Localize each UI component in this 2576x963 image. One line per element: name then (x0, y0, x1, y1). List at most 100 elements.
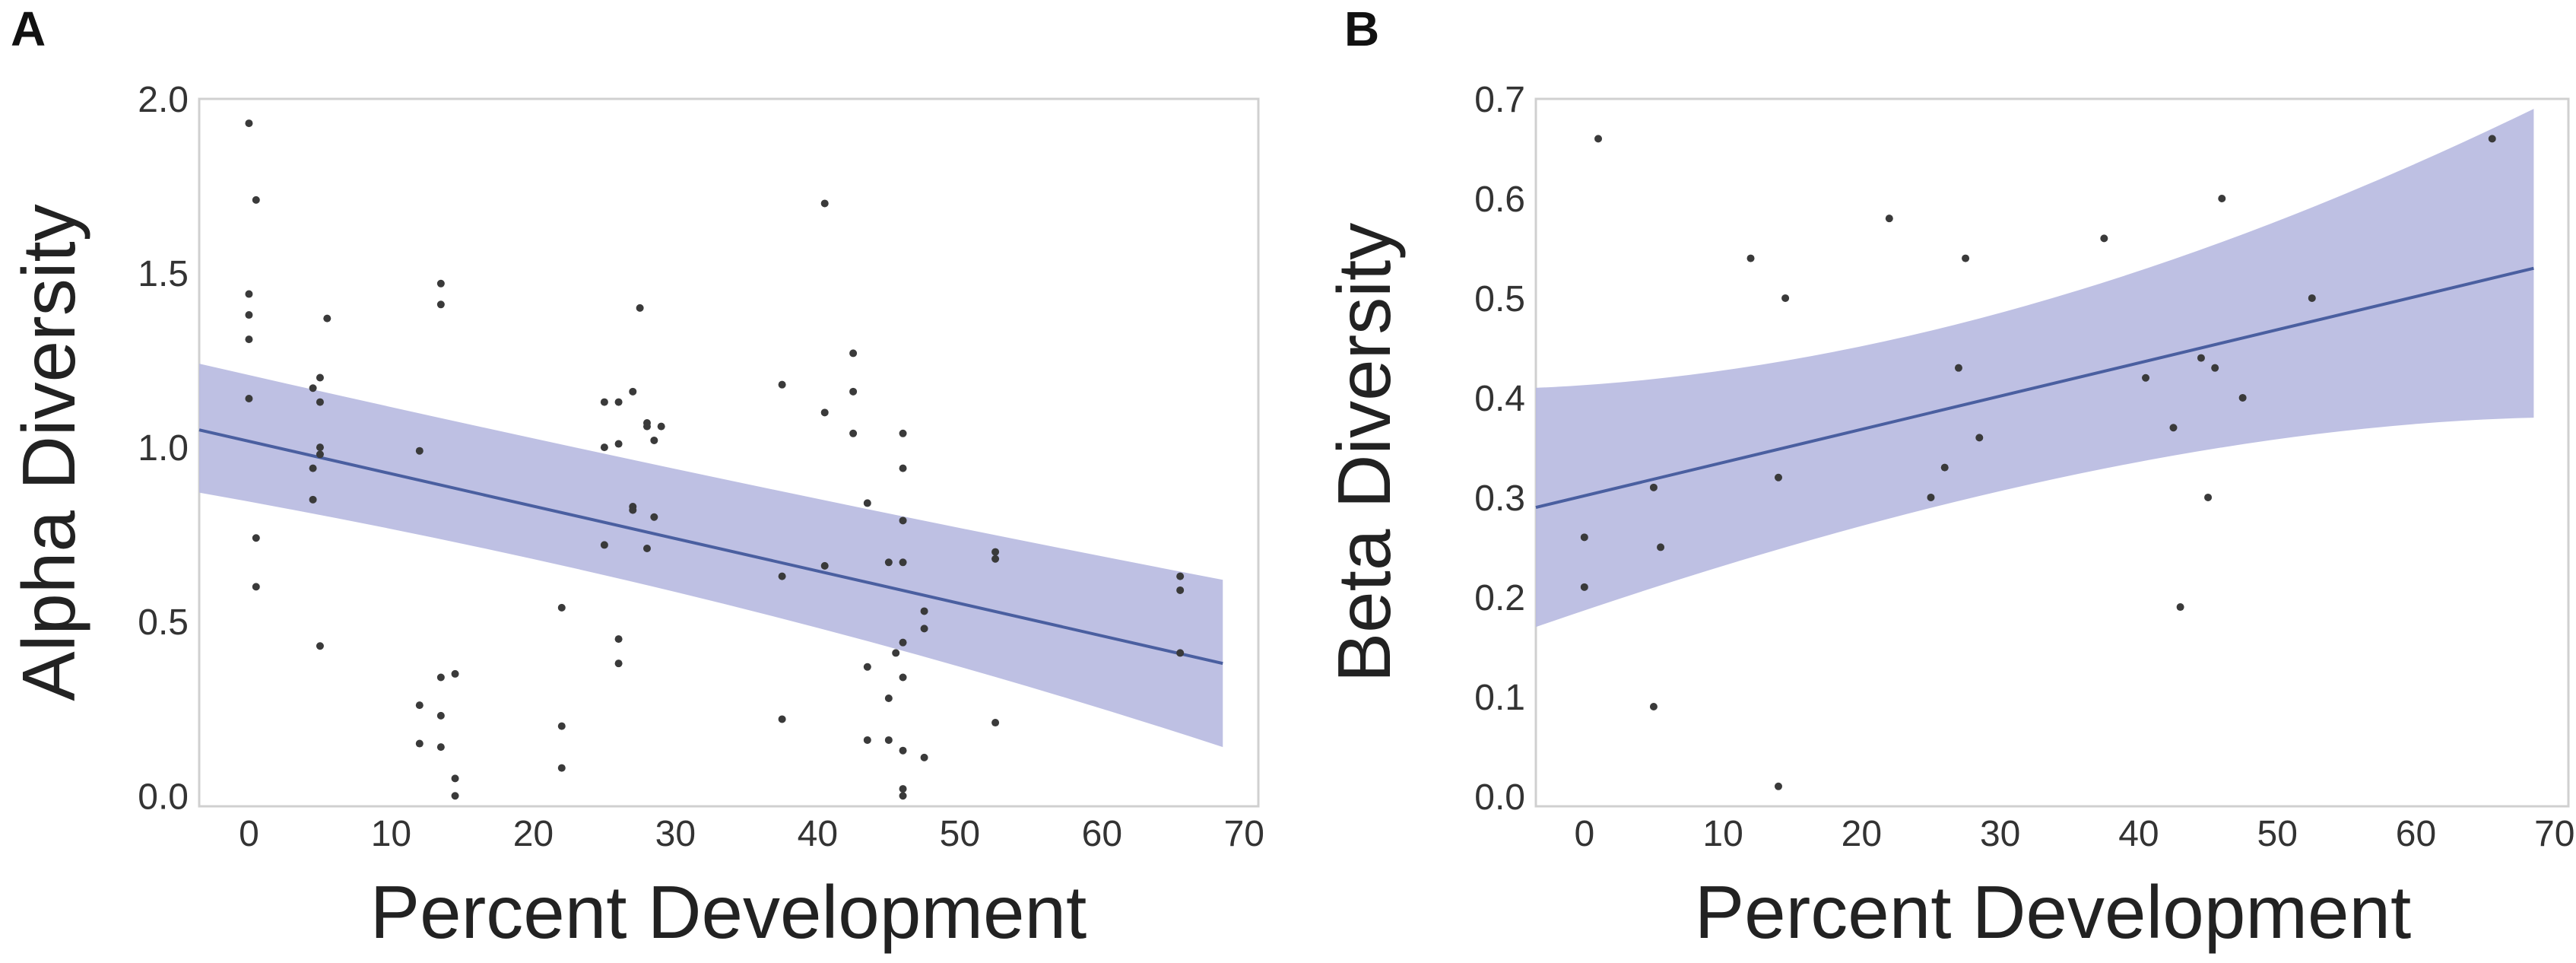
data-point (1649, 483, 1658, 491)
y-tick-label: 0.5 (1474, 279, 1525, 319)
data-point (1774, 782, 1782, 790)
y-tick-label: 0.3 (1474, 478, 1525, 519)
x-tick-label: 0 (239, 814, 259, 854)
x-tick-label: 70 (2534, 814, 2574, 854)
data-point (1746, 254, 1755, 262)
data-point (436, 743, 445, 752)
y-tick-label: 0.2 (1474, 578, 1525, 618)
data-point (1176, 649, 1185, 657)
data-point (1781, 294, 1790, 302)
y-axis-title-b: Beta Diversity (1322, 223, 1406, 683)
data-point (1580, 583, 1588, 591)
data-point (614, 659, 623, 668)
data-point (252, 583, 260, 591)
data-point (2100, 234, 2108, 243)
data-point (436, 711, 445, 720)
data-point (2176, 603, 2184, 612)
y-tick-label: 2.0 (138, 80, 189, 120)
data-point (316, 642, 324, 650)
data-point (557, 764, 566, 772)
data-point (1176, 586, 1185, 594)
data-point (657, 422, 665, 431)
data-point (415, 739, 424, 748)
x-tick-label: 20 (1842, 814, 1882, 854)
panel-letter-a: A (11, 2, 46, 56)
y-axis-title-a: Alpha Diversity (7, 204, 90, 701)
data-point (1927, 493, 1935, 501)
data-point (899, 746, 907, 755)
data-point (884, 558, 893, 567)
data-point (309, 384, 317, 393)
data-point (436, 673, 445, 682)
data-point (2204, 493, 2213, 501)
data-point (2238, 393, 2247, 402)
data-point (899, 429, 907, 437)
data-point (849, 349, 858, 358)
x-tick-label: 10 (371, 814, 411, 854)
data-point (778, 380, 786, 389)
panel-b: B 0 10 20 30 40 50 60 70 0.0 0.1 0.2 0.3 0.4 0.5 0.6 0.… (1322, 2, 2574, 954)
data-point (415, 701, 424, 710)
data-point (1649, 703, 1658, 711)
y-tick-label: 1.5 (138, 254, 189, 294)
data-point (2218, 194, 2226, 202)
data-point (820, 408, 829, 417)
data-point (863, 663, 871, 671)
data-point (820, 199, 829, 208)
x-tick-label: 0 (1574, 814, 1594, 854)
x-tick-label: 30 (1980, 814, 2020, 854)
panel-a: A 0 10 20 30 40 50 60 70 0.0 0.5 1.0 1.5 2.0 Percent… (7, 2, 1264, 954)
x-tick-label: 30 (655, 814, 696, 854)
data-point (415, 447, 424, 455)
data-point (650, 513, 658, 521)
data-point (309, 495, 317, 504)
regression-line-a (198, 428, 1223, 666)
data-point (451, 774, 459, 783)
data-point (899, 638, 907, 647)
data-point (557, 603, 566, 612)
data-point (614, 398, 623, 406)
data-point (2211, 364, 2219, 372)
data-point (1940, 463, 1949, 472)
x-axis-title-a: Percent Development (370, 870, 1087, 954)
y-tick-label: 0.4 (1474, 379, 1525, 419)
data-point (1176, 572, 1185, 580)
data-point (2488, 135, 2496, 143)
data-point (884, 736, 893, 744)
data-point (1594, 135, 1603, 143)
data-point (2308, 294, 2316, 302)
data-point (849, 387, 858, 396)
data-point (600, 541, 608, 549)
data-point (899, 464, 907, 472)
data-point (1657, 543, 1665, 551)
x-axis-title-b: Percent Development (1695, 870, 2411, 954)
data-point (863, 499, 871, 507)
data-point (245, 119, 253, 128)
data-point (849, 429, 858, 437)
confidence-band-b (1536, 109, 2534, 628)
data-point (991, 555, 1000, 563)
y-tick-label: 1.0 (138, 428, 189, 469)
x-tick-label: 10 (1702, 814, 1743, 854)
data-point (245, 311, 253, 319)
data-point (884, 694, 893, 702)
data-point (991, 719, 1000, 727)
data-point (1580, 533, 1588, 542)
y-tick-label: 0.0 (138, 777, 189, 817)
data-point (2169, 424, 2178, 432)
data-point (600, 443, 608, 452)
regression-line-b (1535, 266, 2534, 509)
data-point (899, 673, 907, 682)
x-tick-label: 40 (2118, 814, 2159, 854)
data-point (245, 394, 253, 402)
data-point (436, 300, 445, 309)
y-tick-label: 0.0 (1474, 777, 1525, 818)
x-tick-label: 50 (940, 814, 980, 854)
panel-letter-b: B (1344, 2, 1379, 56)
data-point (252, 195, 260, 204)
data-point (600, 398, 608, 406)
data-point (1975, 434, 1984, 442)
data-point (899, 785, 907, 793)
data-point (1885, 215, 1893, 223)
data-point (316, 373, 324, 382)
